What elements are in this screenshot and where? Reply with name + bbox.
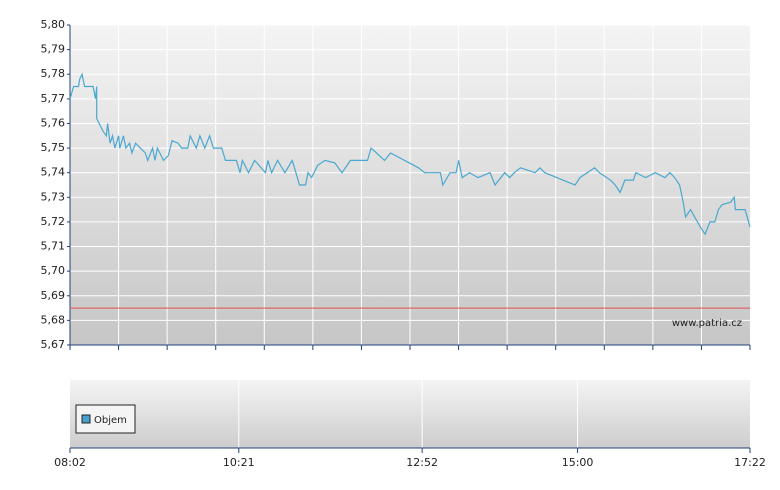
y-tick-label: 5,71 — [41, 240, 66, 253]
y-tick-label: 5,77 — [41, 92, 66, 105]
legend-swatch — [81, 414, 91, 424]
legend-label: Objem — [94, 415, 127, 426]
y-tick-label: 5,80 — [41, 18, 66, 31]
y-tick-label: 5,75 — [41, 141, 66, 154]
y-tick-label: 5,73 — [41, 190, 66, 203]
x-tick-label: 15:00 — [562, 456, 594, 469]
y-tick-label: 5,79 — [41, 43, 66, 56]
y-tick-label: 5,74 — [41, 166, 66, 179]
volume-area — [70, 380, 750, 448]
y-tick-label: 5,69 — [41, 289, 66, 302]
price-line — [69, 72, 751, 236]
x-tick-label: 12:52 — [406, 456, 438, 469]
watermark: www.patria.cz — [672, 318, 742, 329]
y-tick-label: 5,76 — [41, 116, 66, 129]
y-tick-label: 5,70 — [41, 264, 66, 277]
y-tick-label: 5,72 — [41, 215, 66, 228]
x-tick-label: 10:21 — [223, 456, 255, 469]
y-tick-label: 5,78 — [41, 67, 66, 80]
x-tick-label: 08:02 — [54, 456, 86, 469]
y-tick-label: 5,68 — [41, 313, 66, 326]
y-tick-label: 5,67 — [41, 338, 66, 351]
x-tick-label: 17:22 — [734, 456, 766, 469]
